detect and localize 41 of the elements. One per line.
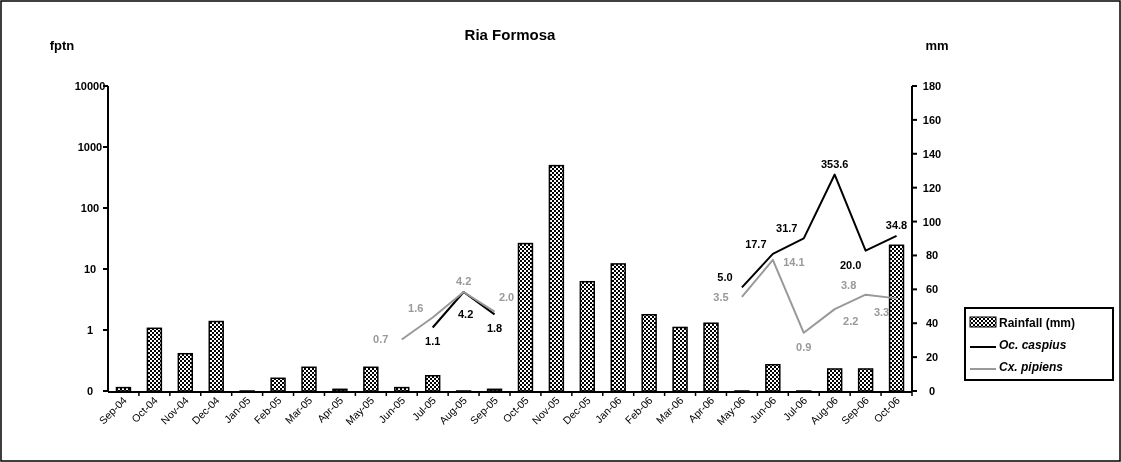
data-label: 3.8 (840, 278, 857, 291)
y2-tick-label: 40 (925, 317, 939, 330)
y2-tick-label: 0 (928, 385, 936, 397)
data-label: 31.7 (776, 222, 798, 235)
data-label: 4.2 (455, 274, 472, 287)
y2-tick-label: 180 (922, 80, 942, 92)
y2-axis-title: mm (925, 38, 949, 53)
data-label: 3.5 (713, 290, 729, 303)
y2-tick-label: 100 (922, 215, 942, 228)
y2-tick-label: 60 (925, 283, 939, 296)
data-label: 34.8 (885, 218, 908, 231)
y-tick-label: 100 (80, 202, 100, 214)
data-label: 1.1 (425, 335, 441, 348)
y2-tick-label: 160 (922, 113, 942, 126)
chart-title: Ria Formosa (464, 26, 557, 43)
y-axis-title: fptn (49, 38, 75, 53)
data-label: 20.0 (839, 258, 862, 271)
data-label: 1.6 (408, 301, 424, 314)
data-label: 0.7 (373, 333, 389, 346)
y-tick-label: 10 (83, 263, 97, 275)
y2-tick-label: 120 (922, 181, 942, 194)
legend-label: Cx. pipiens (999, 360, 1064, 374)
data-label: 17.7 (745, 237, 767, 250)
y-tick-label: 0 (86, 385, 94, 397)
legend-label: Oc. caspius (999, 338, 1067, 352)
data-label: 1.8 (486, 322, 503, 335)
y-tick-label: 1000 (77, 141, 103, 153)
y-tick-label: 10000 (74, 80, 106, 92)
data-label: 4.2 (457, 307, 474, 320)
data-label: 5.0 (717, 271, 733, 284)
data-label: 0.9 (796, 340, 812, 353)
y2-tick-label: 20 (925, 351, 939, 364)
data-label: 3.3 (873, 306, 890, 319)
data-label: 2.2 (843, 315, 859, 328)
y2-tick-label: 140 (922, 147, 942, 160)
data-label: 14.1 (783, 255, 805, 268)
y2-tick-label: 80 (925, 249, 939, 262)
data-label: 353.6 (820, 157, 849, 170)
data-label: 2.0 (498, 290, 515, 303)
legend-label: Rainfall (mm) (999, 316, 1076, 330)
y-tick-label: 1 (86, 324, 94, 336)
